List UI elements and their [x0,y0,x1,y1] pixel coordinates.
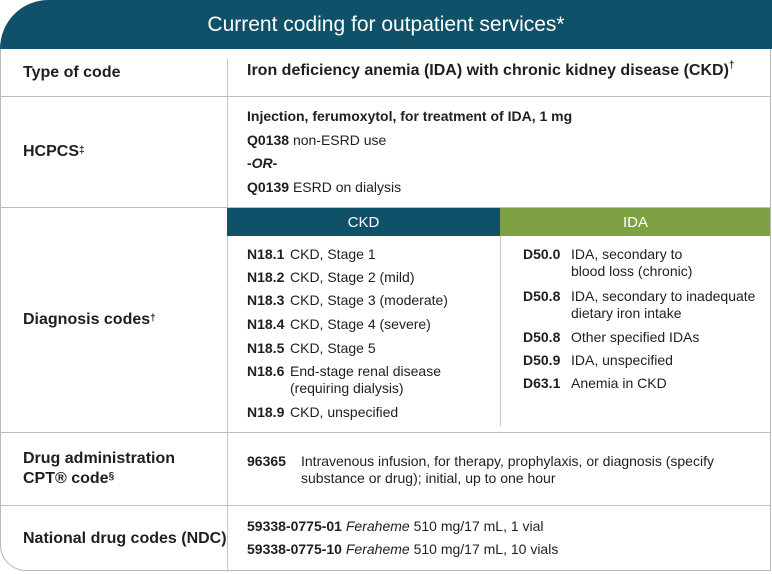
header-value: Iron deficiency anemia (IDA) with chroni… [247,60,735,80]
drug-admin-label: Drug administration CPT® code§ [1,433,227,505]
ida-code: D50.0 [523,246,561,262]
ckd-desc: CKD, unspecified [290,404,399,420]
cpt-code: 96365 [247,453,286,469]
drug-admin-label-sup: § [108,471,115,482]
ida-code: D50.8 [523,288,561,304]
hcpcs-code2-desc: ESRD on dialysis [292,179,402,195]
ckd-desc: CKD, Stage 2 (mild) [290,269,415,285]
hcpcs-label-sup: ‡ [79,144,85,156]
ndc-code: 59338-0775-01 [247,518,342,534]
cpt-desc-line1: Intravenous infusion, for therapy, proph… [301,453,714,469]
row-divider [1,432,770,433]
hcpcs-or: -OR- [247,155,278,171]
row-divider [1,96,770,97]
ida-code: D50.8 [523,329,561,345]
hcpcs-label: HCPCS ‡ [1,97,227,207]
ckd-desc: CKD, Stage 5 [290,340,376,356]
drug-admin-label-line2: CPT® code [23,470,109,487]
drug-admin-label-line1: Drug administration [23,450,176,467]
table-title: Current coding for outpatient services* [0,0,772,49]
ndc-row: National drug codes (NDC) 59338-0775-01 … [1,506,770,570]
header-row: Type of code Iron deficiency anemia (IDA… [1,49,770,96]
ida-code: D63.1 [523,375,561,391]
hcpcs-code1-line: Q0138 non-ESRD use [247,132,386,148]
header-value-sup: † [728,60,735,71]
ckd-desc: End-stage renal disease [290,363,441,379]
ckd-desc-cont: (requiring dialysis) [290,380,404,396]
ndc-item: 59338-0775-10 Feraheme 510 mg/17 mL, 10 … [247,541,558,557]
ckd-code: N18.6 [247,363,285,379]
ckd-code: N18.9 [247,404,285,420]
ckd-header: CKD [227,208,500,236]
ckd-code: N18.2 [247,269,285,285]
ckd-code: N18.5 [247,340,285,356]
hcpcs-code1-desc: non-ESRD use [292,132,387,148]
diagnosis-label: Diagnosis codes † [1,208,227,432]
drug-admin-row: Drug administration CPT® code§ 96365 Int… [1,433,770,505]
ndc-label-text: National drug codes (NDC) [23,529,227,547]
hcpcs-label-text: HCPCS [23,143,80,160]
row-divider [1,207,770,208]
ndc-brand: Feraheme [345,541,410,557]
ida-desc: Other specified IDAs [571,329,700,345]
ida-desc-cont: blood loss (chronic) [571,263,693,279]
ndc-detail: 510 mg/17 mL, 1 vial [413,518,544,534]
ndc-item: 59338-0775-01 Feraheme 510 mg/17 mL, 1 v… [247,518,544,534]
ckd-code: N18.1 [247,246,285,262]
hcpcs-row: HCPCS ‡ Injection, ferumoxytol, for treat… [1,97,770,207]
header-label: Type of code [1,49,227,96]
ckd-code: N18.3 [247,292,285,308]
ckd-desc: CKD, Stage 4 (severe) [290,316,431,332]
hcpcs-description: Injection, ferumoxytol, for treatment of… [247,108,573,124]
diagnosis-label-sup: † [150,312,156,324]
ida-header: IDA [500,208,770,236]
cpt-desc-line2: substance or drug); initial, up to one h… [301,470,556,486]
ckd-desc: CKD, Stage 3 (moderate) [290,292,448,308]
hcpcs-code2: Q0139 [247,179,290,195]
hcpcs-code2-line: Q0139 ESRD on dialysis [247,179,401,195]
ckd-code: N18.4 [247,316,285,332]
hcpcs-code1: Q0138 [247,132,290,148]
ckd-ida-divider [500,236,501,426]
ida-code: D50.9 [523,352,561,368]
ckd-desc: CKD, Stage 1 [290,246,376,262]
row-divider [1,505,770,506]
diagnosis-row: Diagnosis codes † CKD IDA N18.1 CKD, Stag… [1,208,770,432]
column-divider [227,59,228,570]
ida-desc: IDA, secondary to [571,246,683,262]
ida-desc-cont: dietary iron intake [571,305,682,321]
coding-table: Type of code Iron deficiency anemia (IDA… [0,49,771,571]
ida-desc: Anemia in CKD [571,375,667,391]
ndc-code: 59338-0775-10 [247,541,342,557]
ndc-label: National drug codes (NDC) [1,506,227,570]
drug-admin-label-line2-wrap: CPT® code§ [23,469,114,489]
ndc-detail: 510 mg/17 mL, 10 vials [413,541,559,557]
ndc-brand: Feraheme [345,518,410,534]
diagnosis-label-text: Diagnosis codes [23,311,151,328]
ida-desc: IDA, unspecified [571,352,673,368]
header-label-text: Type of code [23,63,121,81]
ida-desc: IDA, secondary to inadequate [571,288,756,304]
header-value-text: Iron deficiency anemia (IDA) with chroni… [247,62,729,79]
